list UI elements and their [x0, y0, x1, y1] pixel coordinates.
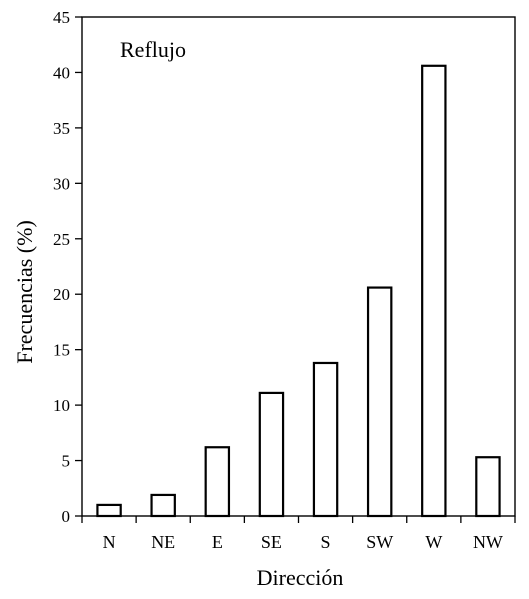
- x-tick-label: SW: [366, 532, 393, 552]
- bar-n: [96, 503, 122, 518]
- x-tick-label: W: [425, 532, 442, 552]
- chart-title: Reflujo: [120, 37, 186, 62]
- y-tick-label: 30: [53, 174, 70, 193]
- y-axis-title: Frecuencias (%): [12, 220, 37, 364]
- x-tick-label: NE: [151, 532, 175, 552]
- y-tick-label: 25: [53, 230, 70, 249]
- y-tick-label: 35: [53, 119, 70, 138]
- bar-s: [312, 361, 339, 518]
- y-tick-label: 40: [53, 63, 70, 82]
- x-tick-label: SE: [261, 532, 282, 552]
- x-tick-label: N: [103, 532, 116, 552]
- bar-se: [258, 391, 285, 518]
- y-tick-label: 15: [53, 341, 70, 360]
- x-axis-title: Dirección: [257, 565, 344, 590]
- x-tick-label: E: [212, 532, 223, 552]
- bar-sw: [366, 286, 393, 518]
- y-tick-label: 5: [62, 452, 71, 471]
- y-tick-label: 45: [53, 8, 70, 27]
- x-tick-label: S: [321, 532, 331, 552]
- y-tick-label: 0: [62, 507, 71, 526]
- plot-frame: [81, 16, 516, 517]
- bar-e: [204, 446, 231, 518]
- y-tick-label: 10: [53, 396, 70, 415]
- y-tick-label: 20: [53, 285, 70, 304]
- x-tick-label: NW: [473, 532, 503, 552]
- bar-w: [421, 64, 447, 518]
- bar-nw: [475, 456, 501, 518]
- bar-ne: [150, 493, 176, 518]
